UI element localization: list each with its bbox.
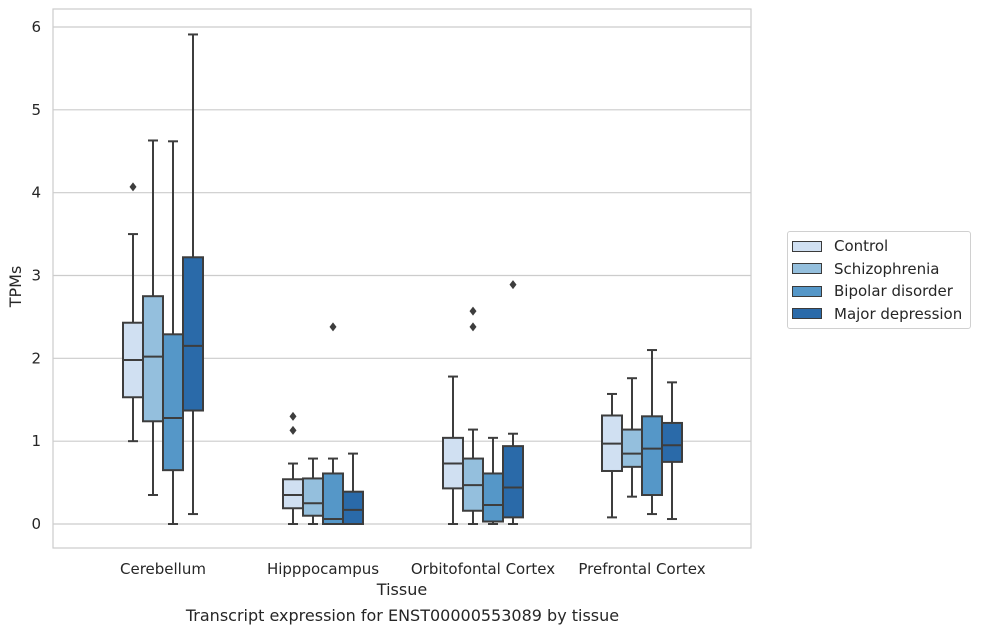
box-schizophrenia: [302, 457, 324, 525]
outlier-point: [129, 182, 137, 192]
y-tick-label: 1: [31, 432, 41, 450]
outlier-point: [289, 425, 297, 435]
y-axis-ticks: 0 1 2 3 4 5 6: [31, 18, 41, 533]
box-iqr: [322, 472, 344, 526]
outlier-point: [509, 280, 517, 290]
legend-swatch: [792, 285, 822, 297]
box-iqr: [342, 490, 364, 526]
legend-item: Control: [788, 235, 970, 258]
figure-caption: Transcript expression for ENST0000055308…: [185, 606, 620, 625]
box-major-depression: [182, 33, 204, 516]
outlier-point: [469, 322, 477, 332]
box-bipolar-disorder: [641, 349, 663, 516]
box-schizophrenia: [462, 306, 484, 525]
legend-swatch: [792, 308, 822, 320]
box-iqr: [502, 445, 524, 519]
y-tick-label: 4: [31, 184, 41, 202]
x-tick-label: Cerebellum: [120, 560, 206, 578]
box-iqr: [182, 256, 204, 412]
x-axis-label: Tissue: [376, 580, 427, 599]
legend-item: Bipolar disorder: [788, 280, 970, 303]
box-major-depression: [502, 280, 524, 525]
x-tick-label: Orbitofontal Cortex: [411, 560, 555, 578]
box-bipolar-disorder: [322, 322, 344, 526]
box-major-depression: [342, 452, 364, 526]
legend-label: Control: [834, 237, 889, 256]
x-tick-label: Prefrontal Cortex: [578, 560, 705, 578]
box-iqr: [621, 428, 643, 468]
x-axis-ticks: Cerebellum Hipppocampus Orbitofontal Corte…: [120, 560, 706, 578]
y-tick-label: 3: [31, 267, 41, 285]
legend-label: Schizophrenia: [834, 259, 940, 278]
x-tick-label: Hipppocampus: [267, 560, 379, 578]
y-tick-label: 2: [31, 349, 41, 367]
outlier-point: [289, 411, 297, 421]
box-iqr: [302, 477, 324, 517]
box-iqr: [142, 295, 164, 423]
box-control: [442, 375, 464, 525]
outlier-point: [469, 306, 477, 316]
box-layer: [122, 33, 683, 526]
legend-item: Schizophrenia: [788, 258, 970, 281]
y-tick-label: 6: [31, 18, 41, 36]
box-iqr: [162, 333, 184, 472]
legend-label: Major depression: [834, 304, 963, 323]
box-iqr: [482, 472, 504, 523]
y-tick-label: 0: [31, 515, 41, 533]
legend-swatch: [792, 263, 822, 275]
box-schizophrenia: [142, 139, 164, 497]
box-iqr: [641, 415, 663, 497]
legend-label: Bipolar disorder: [834, 282, 953, 301]
box-control: [282, 411, 304, 525]
outlier-point: [329, 322, 337, 332]
legend-item: Major depression: [788, 303, 970, 326]
legend-swatch: [792, 240, 822, 252]
box-iqr: [282, 478, 304, 510]
box-iqr: [661, 421, 683, 463]
y-axis-label: TPMs: [6, 266, 25, 309]
box-major-depression: [661, 381, 683, 521]
legend: Control Schizophrenia Bipolar disorder Majo…: [787, 231, 971, 329]
y-tick-label: 5: [31, 101, 41, 119]
